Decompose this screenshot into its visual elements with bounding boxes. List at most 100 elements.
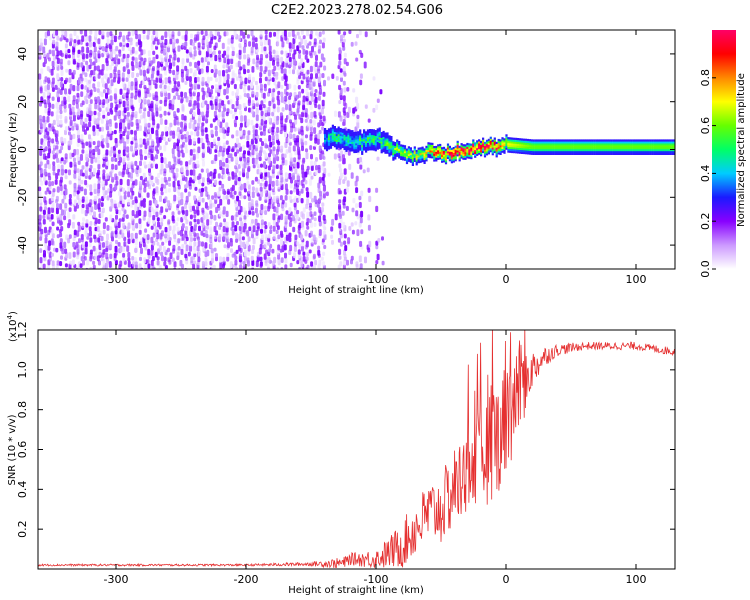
heatmap-noise-cell <box>319 39 322 45</box>
heatmap-signal-cell <box>491 141 494 144</box>
heatmap-noise-cell <box>263 83 267 89</box>
heatmap-noise-cell <box>68 207 72 213</box>
heatmap-signal-cell <box>534 143 537 146</box>
heatmap-signal-cell <box>458 153 461 156</box>
heatmap-noise-cell <box>252 237 256 245</box>
heatmap-noise-cell <box>89 49 93 56</box>
heatmap-signal-cell <box>628 149 631 152</box>
heatmap-noise-cell <box>172 69 176 76</box>
heatmap-signal-cell <box>351 147 354 150</box>
heatmap-noise-cell <box>193 260 197 265</box>
heatmap-noise-cell <box>114 142 118 148</box>
heatmap-noise-cell <box>267 241 271 246</box>
heatmap-signal-cell <box>343 138 346 141</box>
heatmap-noise-cell <box>289 92 293 97</box>
heatmap-signal-cell <box>386 136 389 139</box>
heatmap-signal-cell <box>359 138 362 142</box>
heatmap-noise-cell <box>123 241 127 247</box>
heatmap-signal-cell <box>643 147 646 150</box>
heatmap-noise-cell <box>284 172 288 179</box>
heatmap-noise-cell <box>125 77 129 82</box>
heatmap-signal-cell <box>571 152 574 155</box>
heatmap-signal-cell <box>472 152 475 155</box>
heatmap-noise-cell <box>310 221 313 228</box>
heatmap-noise-cell <box>181 58 185 65</box>
heatmap-signal-cell <box>368 148 372 151</box>
heatmap-signal-cell <box>359 140 362 143</box>
heatmap-noise-cell <box>267 115 271 123</box>
heatmap-noise-cell <box>76 194 80 200</box>
heatmap-noise-cell <box>351 207 355 213</box>
heatmap-signal-cell <box>620 143 623 146</box>
heatmap-noise-cell <box>342 100 346 107</box>
heatmap-noise-cell <box>98 198 102 204</box>
heatmap-noise-cell <box>284 264 288 269</box>
heatmap-noise-cell <box>94 203 98 210</box>
heatmap-noise-cell <box>339 68 343 73</box>
heatmap-noise-cell <box>235 221 239 226</box>
heatmap-noise-cell <box>268 152 271 158</box>
heatmap-signal-cell <box>573 150 576 154</box>
heatmap-noise-cell <box>226 188 230 195</box>
heatmap-noise-cell <box>277 215 281 220</box>
heatmap-signal-cell <box>630 152 633 155</box>
heatmap-noise-cell <box>331 73 335 80</box>
heatmap-noise-cell <box>155 211 159 218</box>
heatmap-noise-cell <box>221 110 225 118</box>
heatmap-signal-cell <box>493 139 496 142</box>
heatmap-noise-cell <box>160 251 164 257</box>
heatmap-signal-cell <box>380 145 383 148</box>
heatmap-noise-cell <box>337 153 341 159</box>
heatmap-noise-cell <box>192 153 196 161</box>
heatmap-noise-cell <box>300 198 304 204</box>
heatmap-noise-cell <box>177 31 181 37</box>
heatmap-noise-cell <box>42 46 46 54</box>
heatmap-signal-cell <box>419 160 422 163</box>
heatmap-signal-cell <box>485 145 489 148</box>
heatmap-noise-cell <box>352 197 356 204</box>
heatmap-signal-cell <box>470 155 473 158</box>
heatmap-noise-cell <box>296 209 300 215</box>
heatmap-signal-cell <box>602 149 606 152</box>
heatmap-noise-cell <box>272 103 276 109</box>
heatmap-noise-cell <box>51 87 55 92</box>
heatmap-noise-cell <box>242 265 246 269</box>
heatmap-signal-cell <box>464 151 467 155</box>
heatmap-signal-cell <box>442 154 446 157</box>
heatmap-noise-cell <box>322 37 326 43</box>
heatmap-noise-cell <box>185 226 188 231</box>
heatmap-noise-cell <box>281 199 285 205</box>
heatmap-noise-cell <box>171 148 175 155</box>
heatmap-noise-cell <box>264 224 268 230</box>
heatmap-signal-cell <box>390 139 393 143</box>
heatmap-noise-cell <box>156 260 160 266</box>
heatmap-noise-cell <box>181 223 185 229</box>
heatmap-noise-cell <box>283 68 287 75</box>
heatmap-noise-cell <box>150 139 154 146</box>
heatmap-noise-cell <box>59 184 63 192</box>
heatmap-noise-cell <box>247 85 251 91</box>
heatmap-noise-cell <box>55 114 59 122</box>
heatmap-signal-cell <box>655 143 658 146</box>
heatmap-noise-cell <box>171 211 175 216</box>
heatmap-noise-cell <box>39 145 43 151</box>
heatmap-signal-cell <box>528 139 531 142</box>
heatmap-noise-cell <box>164 38 168 46</box>
heatmap-noise-cell <box>73 39 77 44</box>
heatmap-noise-cell <box>175 73 179 81</box>
heatmap-signal-cell <box>425 155 428 158</box>
heatmap-noise-cell <box>251 259 255 266</box>
heatmap-noise-cell <box>193 50 197 57</box>
heatmap-noise-cell <box>310 165 314 172</box>
heatmap-noise-cell <box>173 261 177 268</box>
heatmap-signal-cell <box>331 141 334 145</box>
heatmap-signal-cell <box>493 141 496 144</box>
heatmap-signal-cell <box>470 149 473 152</box>
heatmap-noise-cell <box>235 62 239 68</box>
heatmap-noise-cell <box>215 77 218 83</box>
heatmap-signal-cell <box>595 139 598 142</box>
heatmap-signal-cell <box>482 143 485 146</box>
heatmap-signal-cell <box>337 141 340 144</box>
heatmap-signal-cell <box>610 152 613 155</box>
heatmap-noise-cell <box>205 133 209 140</box>
